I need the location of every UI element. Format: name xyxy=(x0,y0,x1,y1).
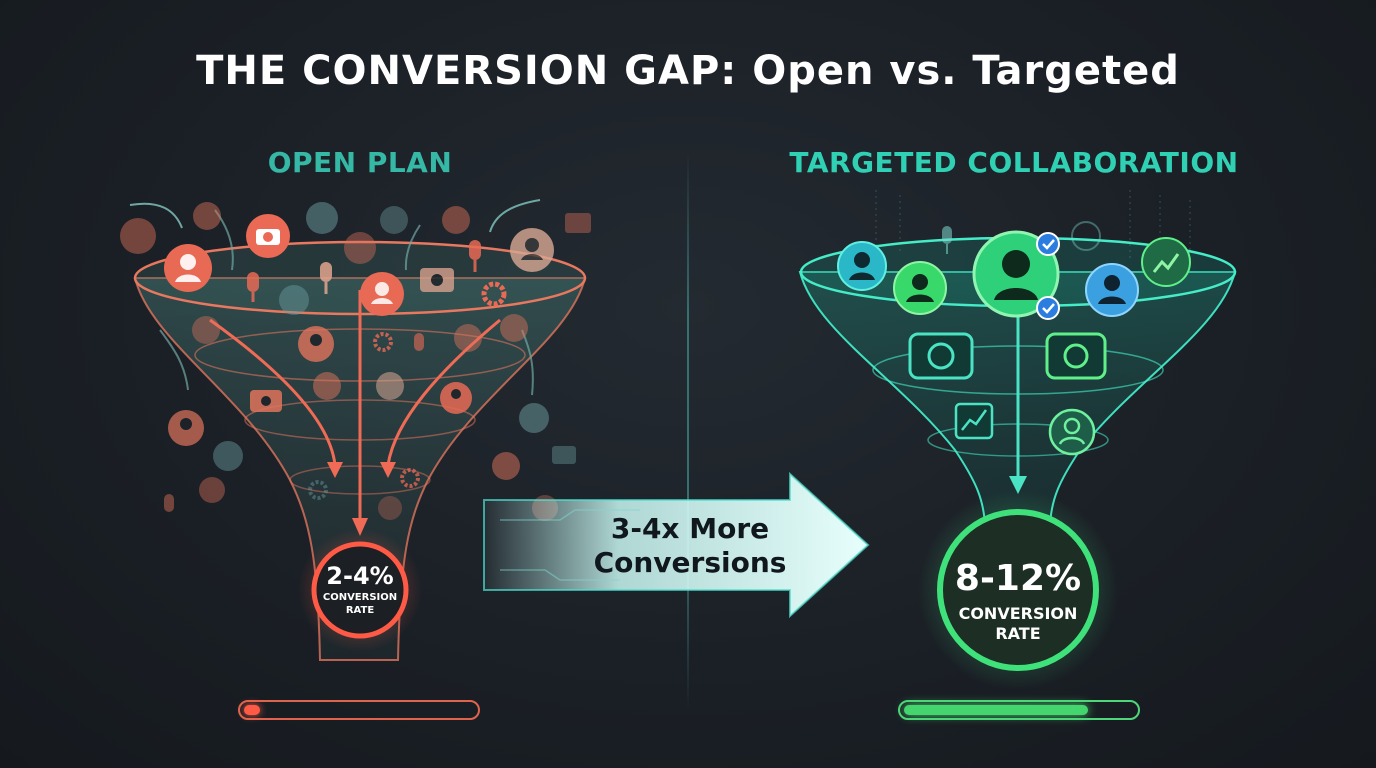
camera-icon xyxy=(250,390,282,412)
microphone-icon xyxy=(247,272,259,302)
arrow-line-2: Conversions xyxy=(593,546,787,579)
person-icon xyxy=(344,232,376,264)
camera-icon xyxy=(246,214,290,258)
left-icons xyxy=(120,202,591,521)
page-title: THE CONVERSION GAP: Open vs. Targeted xyxy=(196,48,1180,94)
targeted-collaboration-title: TARGETED COLLABORATION xyxy=(789,146,1239,179)
open-plan-rate-label-1: CONVERSION xyxy=(322,592,398,603)
person-icon xyxy=(440,382,472,414)
gear-icon xyxy=(481,281,507,307)
person-icon xyxy=(454,324,482,352)
person-icon xyxy=(192,316,220,344)
arrow-line-1: 3-4x More xyxy=(610,512,770,545)
open-plan-title: OPEN PLAN xyxy=(267,146,453,179)
person-icon xyxy=(199,477,225,503)
person-icon xyxy=(500,314,528,342)
targeted-rate-label-1: CONVERSION xyxy=(958,604,1078,623)
microphone-icon xyxy=(942,226,952,254)
targeted-rate-value: 8-12% xyxy=(954,558,1082,599)
targeted-rate-label-2: RATE xyxy=(995,624,1041,643)
chart-icon xyxy=(1141,237,1191,287)
open-plan-rate-label-2: RATE xyxy=(345,605,375,616)
person-icon xyxy=(193,202,221,230)
open-plan-rate: 2-4% CONVERSION RATE xyxy=(312,563,408,617)
person-icon xyxy=(1048,408,1096,456)
open-plan-progress-fill xyxy=(244,705,260,715)
person-icon xyxy=(313,372,341,400)
person-icon xyxy=(376,372,404,400)
comparison-arrow xyxy=(483,471,870,619)
comparison-arrow-label: 3-4x More Conversions xyxy=(560,512,820,580)
chart-icon xyxy=(1071,221,1101,251)
person-icon xyxy=(510,228,554,272)
person-icon xyxy=(120,218,156,254)
camera-icon xyxy=(565,213,591,233)
chart-icon xyxy=(954,402,994,440)
microphone-icon xyxy=(414,333,424,351)
person-icon xyxy=(492,452,520,480)
microphone-icon xyxy=(320,262,332,294)
person-icon xyxy=(519,403,549,433)
gear-icon xyxy=(308,480,328,500)
person-icon xyxy=(164,244,212,292)
person-icon xyxy=(972,230,1060,318)
gear-icon xyxy=(442,206,470,234)
verified-badge-icon xyxy=(1036,296,1060,320)
person-icon xyxy=(213,441,243,471)
person-icon xyxy=(168,410,204,446)
targeted-progress-bar xyxy=(898,700,1140,720)
person-icon xyxy=(378,496,402,520)
gear-icon xyxy=(373,332,393,352)
targeted-progress-fill xyxy=(904,705,1088,715)
gear-icon xyxy=(400,468,420,488)
person-icon xyxy=(279,285,309,315)
person-icon xyxy=(298,326,334,362)
center-divider xyxy=(687,150,689,710)
microphone-icon xyxy=(469,240,481,272)
microphone-icon xyxy=(164,494,174,512)
camera-icon xyxy=(380,206,408,234)
camera-icon xyxy=(552,446,576,464)
open-plan-funnel xyxy=(129,199,587,661)
targeted-rate: 8-12% CONVERSION RATE xyxy=(935,560,1101,644)
person-icon xyxy=(893,261,947,315)
open-plan-rate-value: 2-4% xyxy=(326,562,394,590)
verified-badge-icon xyxy=(1036,232,1060,256)
person-icon xyxy=(360,272,404,316)
camera-icon xyxy=(420,268,454,292)
open-plan-progress-bar xyxy=(238,700,480,720)
person-icon xyxy=(306,202,338,234)
camera-icon xyxy=(1045,332,1107,380)
person-icon xyxy=(837,241,887,291)
targeted-rate-badge xyxy=(918,490,1118,690)
open-plan-rate-badge xyxy=(298,528,422,652)
camera-icon xyxy=(908,332,974,380)
right-icons xyxy=(837,221,1191,456)
headset-person-icon xyxy=(1085,263,1139,317)
